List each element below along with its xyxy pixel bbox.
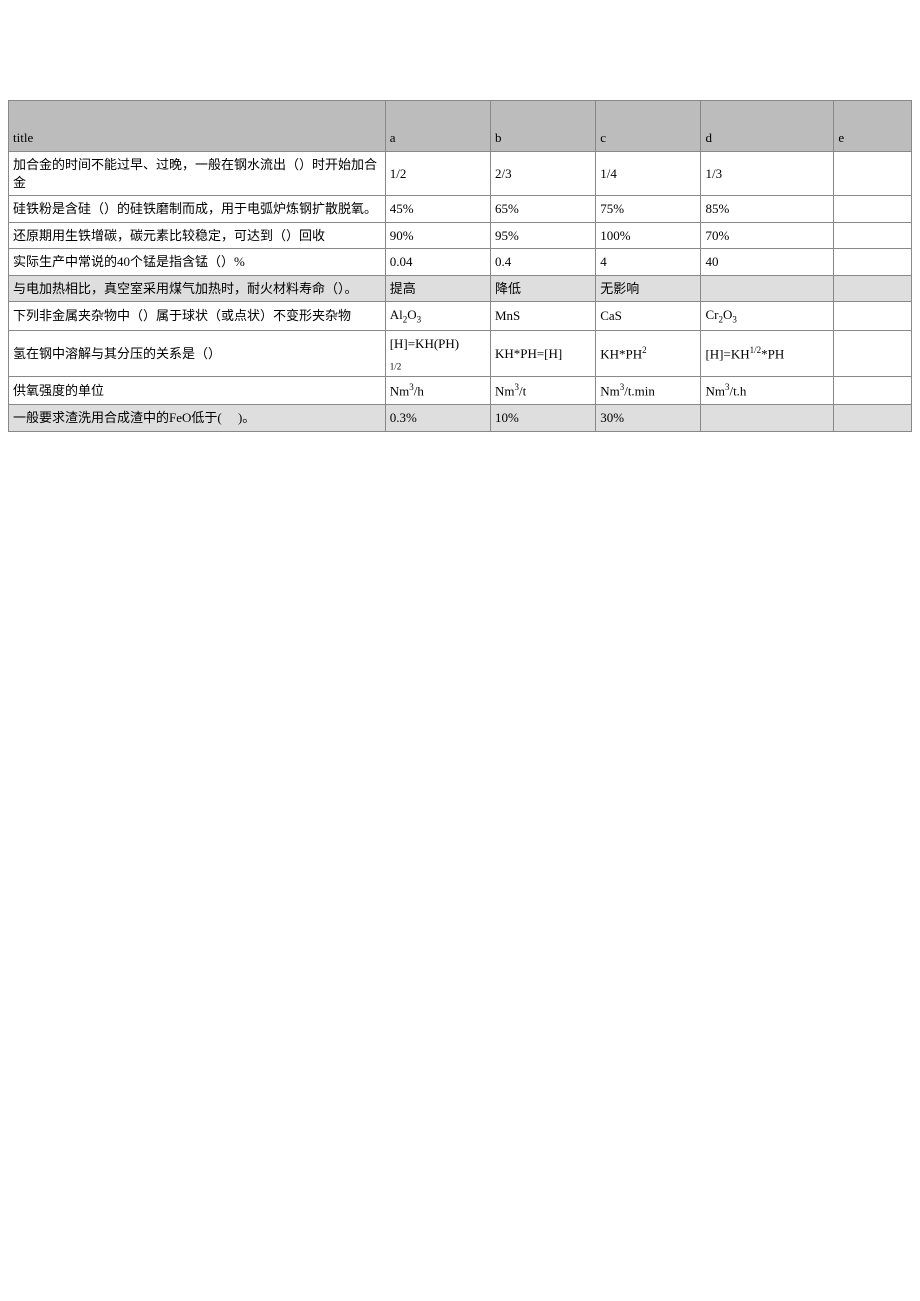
cell-e [834,275,912,302]
questions-table-wrap: title a b c d e 加合金的时间不能过早、过晚，一般在钢水流出（）时… [8,100,912,432]
header-c: c [596,101,701,152]
table-header: title a b c d e [9,101,912,152]
cell-title: 实际生产中常说的40个锰是指含锰（）% [9,249,386,276]
cell-e [834,331,912,377]
cell-d: 70% [701,222,834,249]
cell-b: 10% [490,405,595,432]
cell-b: MnS [490,302,595,331]
cell-d: 85% [701,196,834,223]
cell-b: 降低 [490,275,595,302]
cell-d: 40 [701,249,834,276]
cell-title: 与电加热相比，真空室采用煤气加热时，耐火材料寿命（）。 [9,275,386,302]
cell-d: Cr2O3 [701,302,834,331]
cell-title: 一般要求渣洗用合成渣中的FeO低于( )。 [9,405,386,432]
table-row: 与电加热相比，真空室采用煤气加热时，耐火材料寿命（）。提高降低无影响 [9,275,912,302]
cell-d: Nm3/t.h [701,377,834,405]
table-body: 加合金的时间不能过早、过晚，一般在钢水流出（）时开始加合金1/22/31/41/… [9,152,912,432]
cell-title: 硅铁粉是含硅（）的硅铁磨制而成，用于电弧炉炼钢扩散脱氧。 [9,196,386,223]
cell-a: 45% [385,196,490,223]
cell-b: 95% [490,222,595,249]
cell-b: 65% [490,196,595,223]
cell-d [701,405,834,432]
cell-a: Al2O3 [385,302,490,331]
cell-b: Nm3/t [490,377,595,405]
cell-title: 供氧强度的单位 [9,377,386,405]
cell-title: 下列非金属夹杂物中（）属于球状（或点状）不变形夹杂物 [9,302,386,331]
cell-title: 还原期用生铁增碳，碳元素比较稳定，可达到（）回收 [9,222,386,249]
cell-a: 提高 [385,275,490,302]
cell-e [834,405,912,432]
cell-c: KH*PH2 [596,331,701,377]
cell-e [834,249,912,276]
header-a: a [385,101,490,152]
cell-c: 4 [596,249,701,276]
table-row: 下列非金属夹杂物中（）属于球状（或点状）不变形夹杂物Al2O3MnSCaSCr2… [9,302,912,331]
cell-title: 氢在钢中溶解与其分压的关系是（） [9,331,386,377]
cell-c: CaS [596,302,701,331]
cell-a: 90% [385,222,490,249]
cell-title: 加合金的时间不能过早、过晚，一般在钢水流出（）时开始加合金 [9,152,386,196]
table-row: 一般要求渣洗用合成渣中的FeO低于( )。0.3%10%30% [9,405,912,432]
cell-e [834,377,912,405]
cell-e [834,196,912,223]
header-e: e [834,101,912,152]
cell-b: 0.4 [490,249,595,276]
cell-a: 1/2 [385,152,490,196]
cell-c: Nm3/t.min [596,377,701,405]
cell-c: 100% [596,222,701,249]
cell-c: 75% [596,196,701,223]
table-row: 氢在钢中溶解与其分压的关系是（）[H]=KH(PH)1/2KH*PH=[H]KH… [9,331,912,377]
table-row: 加合金的时间不能过早、过晚，一般在钢水流出（）时开始加合金1/22/31/41/… [9,152,912,196]
cell-d [701,275,834,302]
cell-a: Nm3/h [385,377,490,405]
table-header-row: title a b c d e [9,101,912,152]
cell-d: 1/3 [701,152,834,196]
cell-c: 30% [596,405,701,432]
cell-a: [H]=KH(PH)1/2 [385,331,490,377]
table-row: 供氧强度的单位Nm3/hNm3/tNm3/t.minNm3/t.h [9,377,912,405]
cell-c: 1/4 [596,152,701,196]
header-title: title [9,101,386,152]
header-d: d [701,101,834,152]
cell-c: 无影响 [596,275,701,302]
cell-a: 0.3% [385,405,490,432]
table-row: 实际生产中常说的40个锰是指含锰（）%0.040.4440 [9,249,912,276]
cell-b: 2/3 [490,152,595,196]
cell-d: [H]=KH1/2*PH [701,331,834,377]
cell-b: KH*PH=[H] [490,331,595,377]
table-row: 硅铁粉是含硅（）的硅铁磨制而成，用于电弧炉炼钢扩散脱氧。45%65%75%85% [9,196,912,223]
cell-e [834,222,912,249]
cell-e [834,302,912,331]
cell-e [834,152,912,196]
cell-a: 0.04 [385,249,490,276]
table-row: 还原期用生铁增碳，碳元素比较稳定，可达到（）回收90%95%100%70% [9,222,912,249]
header-b: b [490,101,595,152]
questions-table: title a b c d e 加合金的时间不能过早、过晚，一般在钢水流出（）时… [8,100,912,432]
